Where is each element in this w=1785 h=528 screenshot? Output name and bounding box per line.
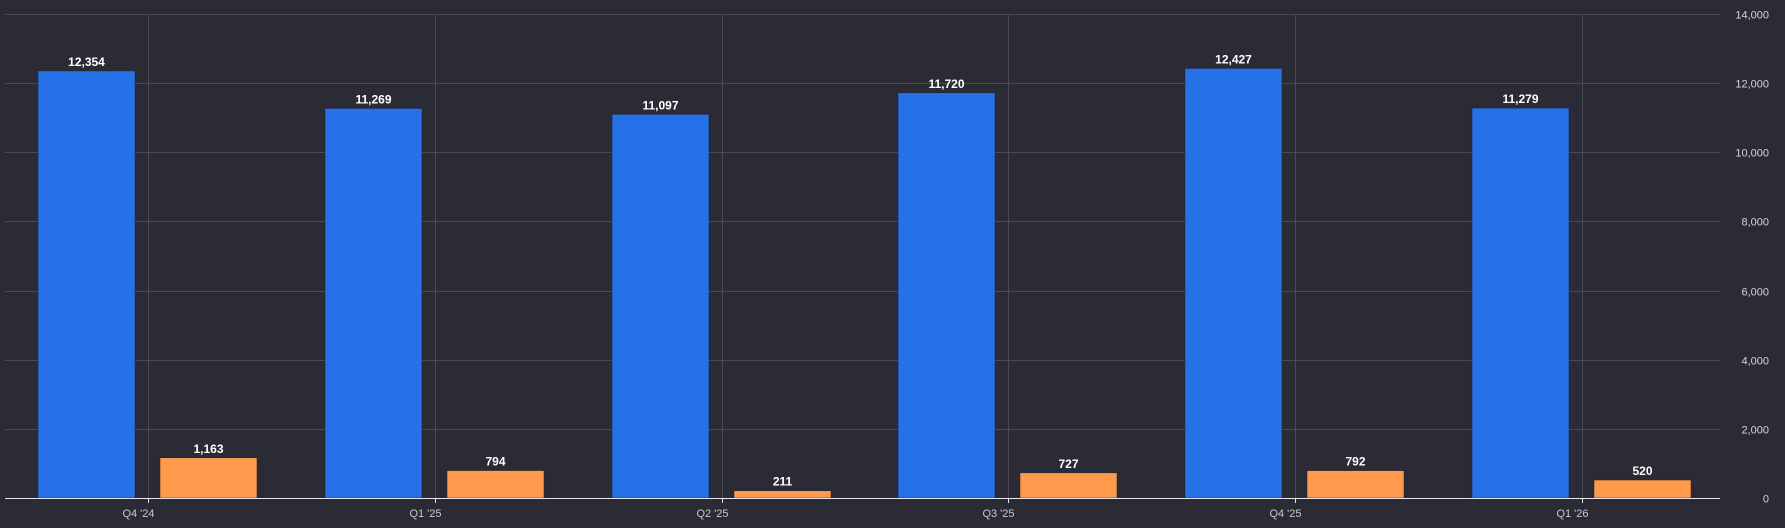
data-label: 727 [1058, 457, 1078, 471]
bar-series-2 [733, 490, 832, 499]
bar-series-1 [1184, 68, 1283, 499]
data-labels: 12,354 11,269 11,097 11,720 12,427 11,279 1,16… [68, 52, 1653, 488]
x-tick-label: Q4 '24 [122, 508, 154, 520]
y-tick-label: 10,000 [1735, 148, 1769, 160]
data-label: 794 [485, 455, 505, 469]
x-tick-label: Q1 '26 [1556, 508, 1588, 520]
y-tick-label: 6,000 [1741, 287, 1769, 299]
y-tick-label: 8,000 [1741, 217, 1769, 229]
bar-series-2 [1019, 472, 1118, 499]
data-label: 12,354 [68, 55, 105, 69]
y-tick-label: 0 [1763, 494, 1769, 506]
bar-series-1 [611, 114, 710, 499]
y-tick-label: 14,000 [1735, 10, 1769, 22]
x-tick-label: Q3 '25 [982, 508, 1014, 520]
bar-series-1 [324, 108, 423, 499]
bar-series-1 [897, 92, 996, 499]
data-label: 12,427 [1215, 52, 1252, 66]
x-axis: Q4 '24 Q1 '25 Q2 '25 Q3 '25 Q4 '25 Q1 '26 [5, 498, 1720, 520]
y-tick-label: 4,000 [1741, 356, 1769, 368]
y-tick-label: 12,000 [1735, 79, 1769, 91]
y-tick-label: 2,000 [1741, 425, 1769, 437]
x-tick-label: Q1 '25 [409, 508, 441, 520]
data-label: 11,720 [928, 77, 964, 91]
bar-series-2 [446, 470, 545, 499]
data-label: 1,163 [193, 442, 223, 456]
grid-lines [5, 14, 1720, 430]
bar-series-2 [1593, 479, 1692, 499]
x-tick-label: Q4 '25 [1269, 508, 1301, 520]
bar-series-1 [37, 70, 136, 499]
category-grid-lines [148, 14, 1583, 498]
y-axis: 0 2,000 4,000 6,000 8,000 10,000 12,000 14,000 [1735, 10, 1769, 506]
bar-series-2 [159, 457, 258, 499]
data-label: 211 [773, 475, 793, 489]
data-label: 520 [1632, 464, 1652, 478]
data-label: 792 [1345, 455, 1365, 469]
bar-series-2 [1306, 470, 1405, 499]
bars [37, 68, 1692, 499]
data-label: 11,279 [1502, 92, 1538, 106]
data-label: 11,097 [642, 98, 678, 112]
data-label: 11,269 [355, 92, 391, 106]
bar-series-1 [1471, 107, 1570, 499]
x-tick-label: Q2 '25 [696, 508, 728, 520]
